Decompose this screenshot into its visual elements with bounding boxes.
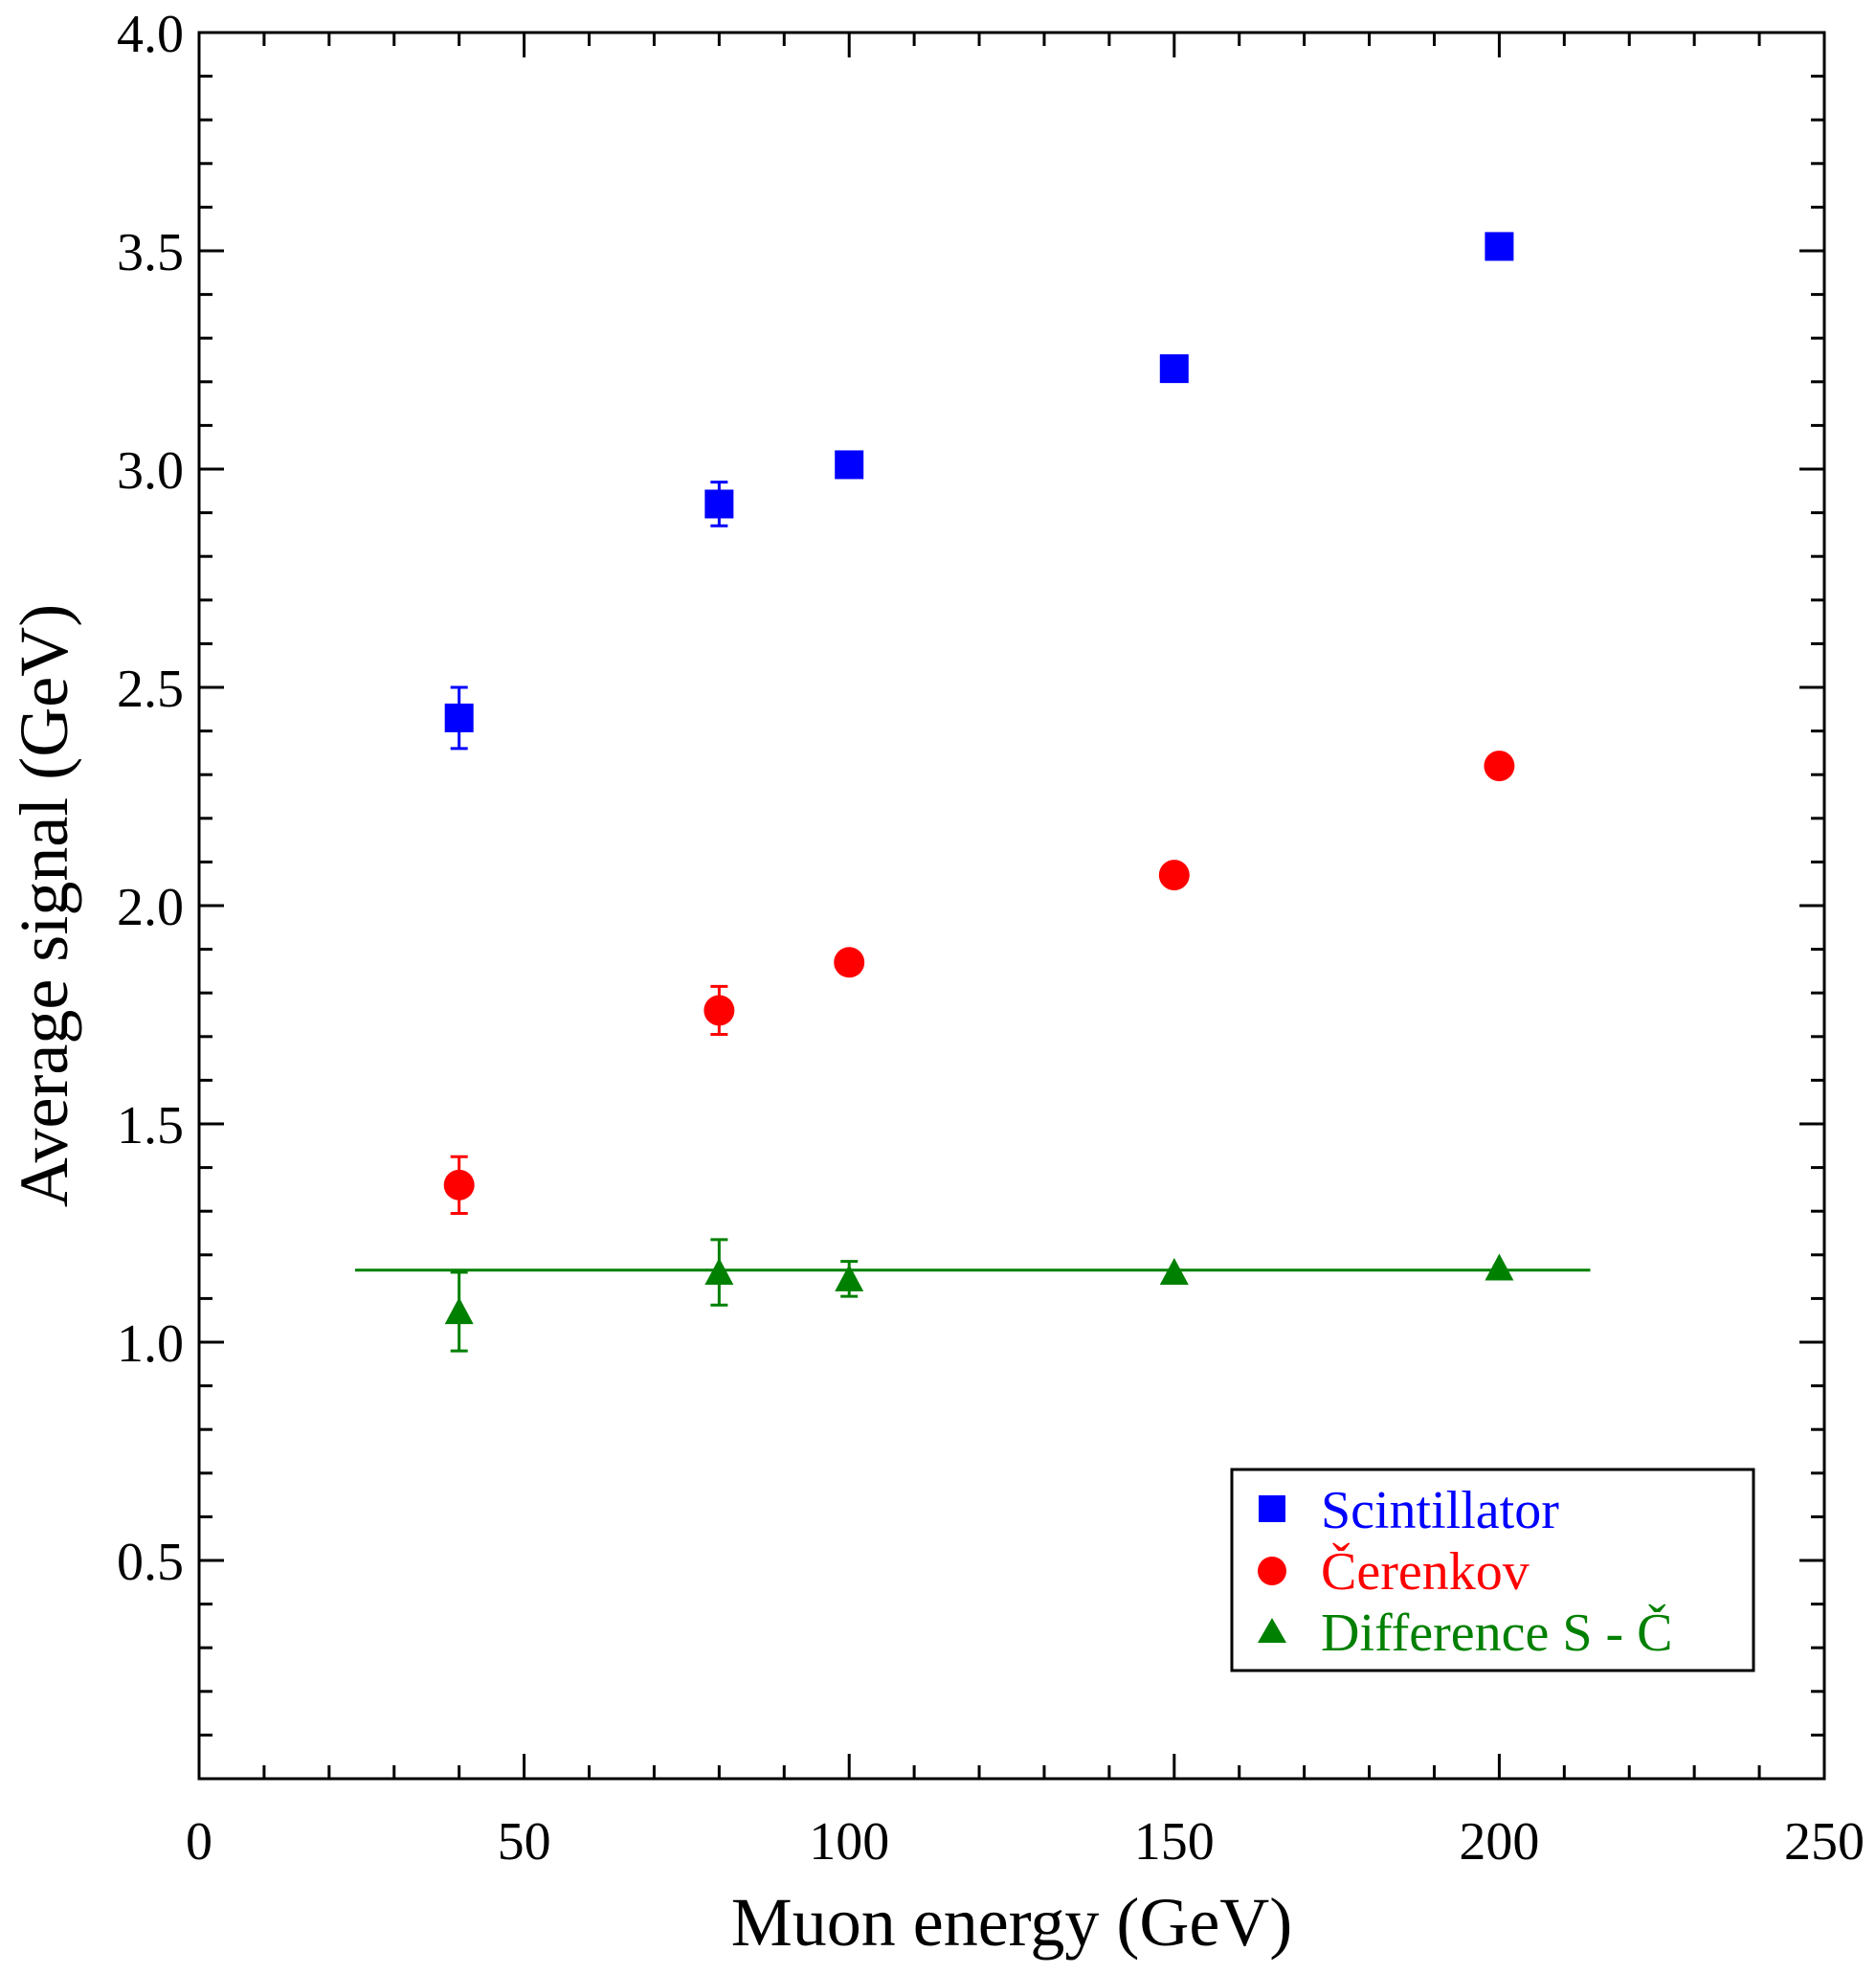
x-tick-label: 100 [809,1812,889,1872]
difference-point [835,1264,864,1291]
difference-point [1159,1258,1189,1286]
scintillator-point [1485,232,1514,261]
cerenkov-point [1484,751,1515,782]
cerenkov-point [443,1169,475,1200]
cerenkov-point [834,947,865,978]
y-tick-label: 0.5 [117,1533,184,1592]
cerenkov-point [1158,860,1190,891]
x-tick-label: 50 [498,1812,551,1872]
x-tick-label: 250 [1784,1812,1865,1872]
x-tick-labels: 0 50 100 150 200 250 [186,1812,1865,1872]
legend-box [1230,1468,1755,1672]
x-tick-label: 200 [1459,1812,1539,1872]
y-tick-label: 3.5 [117,223,184,282]
cerenkov-point [704,995,735,1026]
legend-circle-marker [1258,1557,1286,1585]
y-tick-label: 2.0 [117,878,184,937]
legend-label-cerenkov: Čerenkov [1321,1541,1530,1602]
legend-triangle-marker [1258,1618,1286,1643]
y-tick-label: 1.5 [117,1096,184,1155]
difference-point [444,1297,474,1325]
y-tick-labels: 0.5 1.0 1.5 2.0 2.5 3.0 3.5 4.0 [117,5,184,1592]
axis-ticks [197,31,1826,1781]
y-axis-title: Average signal (GeV) [6,604,82,1207]
legend: Scintillator Čerenkov Difference S - Č [1230,1468,1755,1672]
legend-label-difference: Difference S - Č [1321,1603,1673,1663]
y-tick-label: 2.5 [117,660,184,719]
scintillator-point [835,450,864,480]
difference-point [704,1258,734,1286]
difference-point [1485,1253,1514,1281]
x-axis-title: Muon energy (GeV) [731,1884,1293,1961]
scintillator-point [704,489,734,519]
legend-square-marker [1259,1495,1285,1522]
y-tick-label: 1.0 [117,1314,184,1374]
scintillator-point [444,703,474,732]
scintillator-point [1159,354,1189,384]
data-points [443,232,1515,1353]
x-tick-label: 150 [1134,1812,1215,1872]
y-tick-label: 4.0 [117,5,184,64]
y-tick-label: 3.0 [117,441,184,501]
x-tick-label: 0 [186,1812,212,1872]
legend-label-scintillator: Scintillator [1321,1481,1559,1540]
